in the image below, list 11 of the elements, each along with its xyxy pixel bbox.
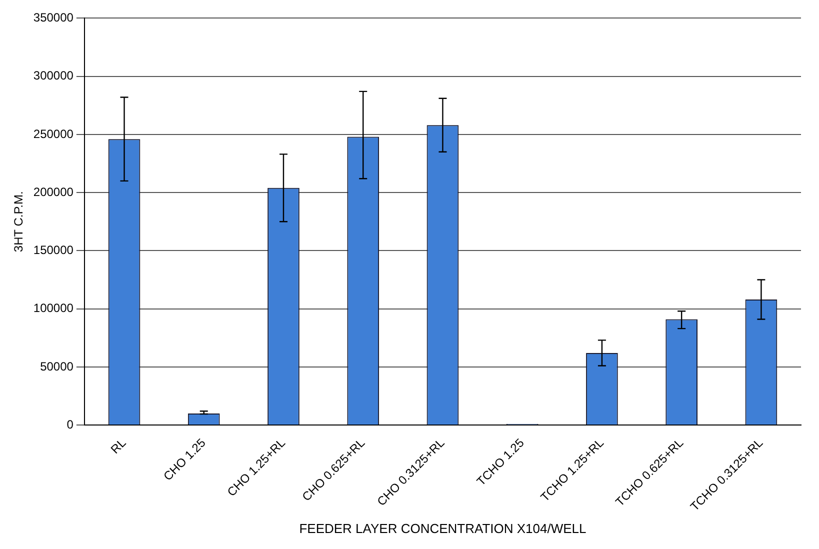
y-tick-label: 150000: [33, 243, 74, 258]
y-axis-title: 3HT C.P.M.: [12, 191, 26, 252]
y-tick-label: 200000: [33, 184, 74, 199]
x-tick-label: RL: [108, 435, 129, 456]
y-tick-label: 350000: [33, 10, 74, 25]
y-tick-label: 50000: [40, 359, 74, 374]
x-axis-title: FEEDER LAYER CONCENTRATION X104/WELL: [299, 520, 586, 536]
y-tick-label: 0: [66, 417, 74, 432]
y-tick-label: 100000: [33, 301, 74, 316]
y-tick-label: 250000: [33, 126, 74, 141]
y-tick-label: 300000: [33, 68, 74, 83]
